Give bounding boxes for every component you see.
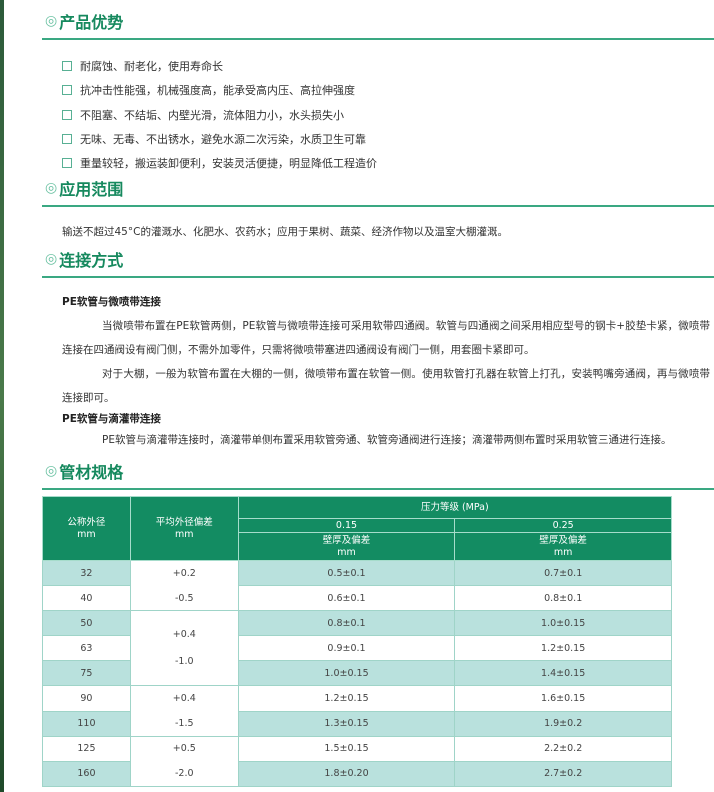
cell-deviation: +0.2 -0.5 <box>129 559 239 612</box>
divider <box>42 488 714 490</box>
table-row: 32 +0.2 -0.5 0.5±0.1 0.7±0.1 <box>42 559 672 612</box>
section-title: 应用范围 <box>59 180 124 199</box>
section-advantages: ◎ 产品优势 耐腐蚀、耐老化，使用寿命长 抗冲击性能强，机械强度高，能承受高内压、… <box>42 10 714 175</box>
section-application: ◎ 应用范围 输送不超过45°C的灌溉水、化肥水、农药水；应用于果树、蔬菜、经济作… <box>42 177 714 244</box>
cell-od: 75 <box>42 660 131 687</box>
double-circle-icon: ◎ <box>45 180 58 196</box>
header-p1: 0.15 <box>237 518 456 533</box>
table-row: 63 0.9±0.1 1.2±0.15 <box>42 635 672 662</box>
cell-wall-1: 1.5±0.15 <box>237 735 456 762</box>
table-row: 160 1.8±0.20 2.7±0.2 <box>42 760 672 787</box>
cell-wall-2: 1.2±0.15 <box>454 635 672 662</box>
section-title: 产品优势 <box>59 13 124 32</box>
header-wall-1: 壁厚及偏差 mm <box>237 532 456 561</box>
section-title: 管材规格 <box>59 463 124 482</box>
section-title: 连接方式 <box>59 251 124 270</box>
divider <box>42 276 714 278</box>
cell-od: 63 <box>42 635 131 662</box>
cell-wall-1: 1.0±0.15 <box>237 660 456 687</box>
paragraph: 当微喷带布置在PE软管两侧，PE软管与微喷带连接可采用软带四通阀。软管与四通阀之… <box>62 320 710 356</box>
left-image-edge <box>0 0 4 792</box>
square-bullet-icon <box>62 109 72 120</box>
list-item: 抗冲击性能强，机械强度高，能承受高内压、高拉伸强度 <box>62 78 714 102</box>
header-p2: 0.25 <box>454 518 672 533</box>
subheading: PE软管与微喷带连接 <box>62 296 161 308</box>
section-connection: ◎ 连接方式 PE软管与微喷带连接 当微喷带布置在PE软管两侧，PE软管与微喷带连… <box>42 248 714 452</box>
cell-od: 90 <box>42 685 131 712</box>
list-item: 耐腐蚀、耐老化，使用寿命长 <box>62 54 714 78</box>
cell-deviation: +0.4 -1.0 <box>129 610 239 687</box>
cell-wall-2: 1.0±0.15 <box>454 610 672 637</box>
paragraph: PE软管与滴灌带连接时，滴灌带单侧布置采用软管旁通、软管旁通阀进行连接；滴灌带两… <box>102 434 672 446</box>
cell-od: 32 <box>42 559 131 587</box>
cell-wall-1: 0.5±0.1 <box>237 559 456 587</box>
table-row: 75 1.0±0.15 1.4±0.15 <box>42 660 672 687</box>
divider <box>42 205 714 207</box>
spec-table: 公称外径 mm 平均外径偏差 mm 压力等级 (MPa) 0.15 0.25 壁厚及偏… <box>42 496 673 787</box>
cell-wall-1: 0.8±0.1 <box>237 610 456 637</box>
application-text: 输送不超过45°C的灌溉水、化肥水、农药水；应用于果树、蔬菜、经济作物以及温室大… <box>62 226 508 238</box>
cell-wall-2: 0.7±0.1 <box>454 559 672 587</box>
subheading: PE软管与滴灌带连接 <box>62 413 161 425</box>
cell-wall-2: 1.4±0.15 <box>454 660 672 687</box>
list-item: 不阻塞、不结垢、内壁光滑，流体阻力小，水头损失小 <box>62 103 714 127</box>
double-circle-icon: ◎ <box>45 251 58 267</box>
list-item: 重量较轻，搬运装卸便利，安装灵活便捷，明显降低工程造价 <box>62 151 714 175</box>
cell-wall-1: 1.3±0.15 <box>237 710 456 737</box>
cell-wall-2: 1.6±0.15 <box>454 685 672 712</box>
cell-wall-1: 0.6±0.1 <box>237 585 456 612</box>
cell-wall-2: 2.2±0.2 <box>454 735 672 762</box>
square-bullet-icon <box>62 158 72 169</box>
cell-wall-1: 1.8±0.20 <box>237 760 456 787</box>
cell-wall-1: 1.2±0.15 <box>237 685 456 712</box>
cell-od: 50 <box>42 610 131 637</box>
table-row: 125 +0.5 -2.0 1.5±0.15 2.2±0.2 <box>42 735 672 787</box>
square-bullet-icon <box>62 61 72 72</box>
cell-deviation: +0.5 -2.0 <box>129 735 239 787</box>
section-specs: ◎ 管材规格 <box>42 460 714 490</box>
double-circle-icon: ◎ <box>45 13 58 29</box>
table-row: 50 +0.4 -1.0 0.8±0.1 1.0±0.15 <box>42 610 672 687</box>
header-od: 公称外径 mm <box>42 496 131 561</box>
divider <box>42 38 714 40</box>
square-bullet-icon <box>62 134 72 145</box>
list-item: 无味、无毒、不出锈水，避免水源二次污染，水质卫生可靠 <box>62 127 714 151</box>
cell-deviation: +0.4 -1.5 <box>129 685 239 737</box>
cell-wall-2: 0.8±0.1 <box>454 585 672 612</box>
paragraph: 对于大棚，一般为软管布置在大棚的一侧，微喷带布置在软管一侧。使用软管打孔器在软管… <box>62 368 710 404</box>
cell-wall-1: 0.9±0.1 <box>237 635 456 662</box>
cell-od: 40 <box>42 585 131 612</box>
cell-od: 160 <box>42 760 131 787</box>
cell-od: 110 <box>42 710 131 737</box>
header-pressure: 压力等级 (MPa) <box>237 496 673 519</box>
header-wall-2: 壁厚及偏差 mm <box>454 532 672 561</box>
cell-wall-2: 1.9±0.2 <box>454 710 672 737</box>
header-deviation: 平均外径偏差 mm <box>129 496 239 561</box>
square-bullet-icon <box>62 85 72 96</box>
cell-od: 125 <box>42 735 131 762</box>
double-circle-icon: ◎ <box>45 463 58 479</box>
cell-wall-2: 2.7±0.2 <box>454 760 672 787</box>
table-row: 90 +0.4 -1.5 1.2±0.15 1.6±0.15 <box>42 685 672 737</box>
